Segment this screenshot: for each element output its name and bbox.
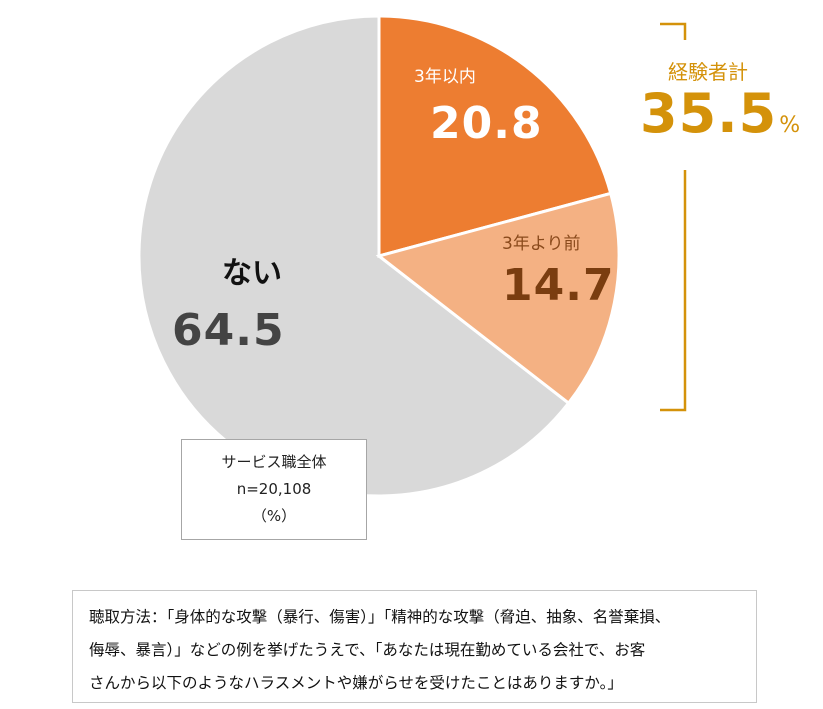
- total-experienced-label: 経験者計: [668, 60, 748, 84]
- label-within-3-years: 3年以内: [414, 67, 476, 87]
- label-none: ない: [222, 256, 282, 291]
- label-before-3-years: 3年より前: [502, 234, 581, 254]
- value-none: 64.5: [172, 305, 285, 356]
- sample-info-box: サービス職全体 n=20,108 （%）: [181, 439, 367, 540]
- total-value-unit: %: [779, 113, 802, 138]
- note-line-2: 侮辱、暴言）」などの例を挙げたうえで、「あなたは現在勤めている会社で、お客: [89, 641, 646, 659]
- total-value-number: 35.5: [640, 82, 778, 145]
- sample-unit: （%）: [251, 507, 297, 525]
- sample-size: n=20,108: [236, 480, 312, 498]
- note-line-3: さんから以下のようなハラスメントや嫌がらせを受けたことはありますか。」: [89, 674, 623, 692]
- value-within-3-years: 20.8: [430, 98, 543, 149]
- slice-within-3-years: [377, 14, 613, 258]
- total-experienced-value: 35.5%: [640, 82, 801, 145]
- total-bracket: [660, 22, 687, 412]
- slice-before-3-years: [375, 191, 621, 406]
- value-before-3-years: 14.7: [502, 260, 615, 311]
- note-line-1: 聴取方法：「身体的な攻撃（暴行、傷害）」「精神的な攻撃（脅迫、抽象、名誉棄損、: [89, 608, 671, 626]
- slice-none: [137, 14, 571, 498]
- method-note-box: 聴取方法：「身体的な攻撃（暴行、傷害）」「精神的な攻撃（脅迫、抽象、名誉棄損、 …: [72, 590, 757, 703]
- sample-group: サービス職全体: [221, 453, 327, 471]
